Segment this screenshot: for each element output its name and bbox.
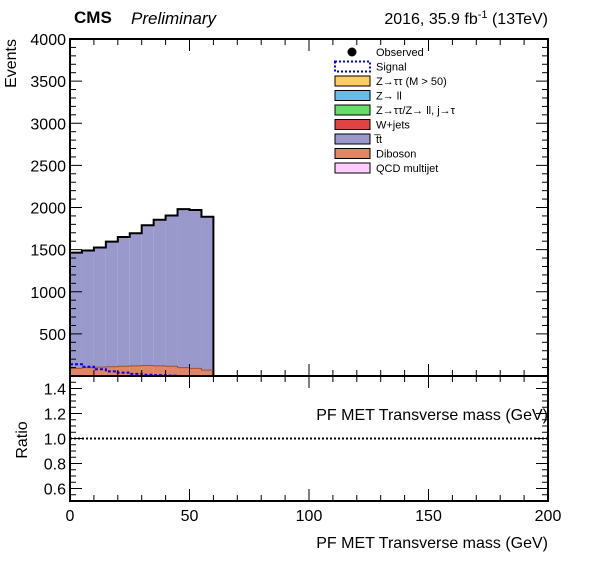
legend: Observed Signal Z→ττ (M > 50) Z→ ll Z→ττ/Z→ … (334, 47, 456, 175)
legend-label: Z→ττ/Z→ ll, j→τ (376, 105, 456, 117)
ratio-y-tick-label: 0.8 (44, 457, 66, 474)
ratio-annotation: PF MET Transverse mass (GeV) (316, 407, 548, 424)
bar-diboson-7 (153, 365, 166, 376)
bar-diboson-3 (105, 366, 118, 376)
ratio-y-label: Ratio (14, 421, 31, 458)
legend-swatch (334, 148, 371, 159)
legend-swatch (334, 162, 371, 174)
x-tick-label: 200 (535, 508, 562, 525)
legend-label: t̅t (373, 134, 382, 146)
ratio-y-axis: 0.6 0.8 1.0 1.2 1.4 (44, 382, 548, 499)
bar-ttbar-5 (129, 233, 142, 366)
ratio-y-tick-label: 0.6 (44, 482, 66, 499)
legend-label: Z→ ll (376, 91, 402, 103)
legend-label: Observed (376, 47, 424, 59)
upper-y-tick-label: 2000 (30, 201, 66, 218)
legend-label: W+jets (376, 120, 410, 132)
bar-ttbar-10 (189, 210, 202, 369)
lumi-sup: -1 (478, 9, 488, 21)
ratio-y-tick-label: 1.4 (44, 382, 66, 399)
legend-swatch (334, 104, 371, 116)
bar-diboson-8 (165, 366, 178, 376)
ratio-y-tick-label: 1.2 (44, 407, 66, 424)
bar-ttbar-3 (105, 241, 118, 367)
x-axis-label: PF MET Transverse mass (GeV) (316, 535, 548, 552)
ratio-y-tick-label: 1.0 (44, 432, 66, 449)
bar-diboson-9 (177, 367, 190, 376)
legend-marker-observed (347, 47, 357, 57)
bar-ttbar-8 (165, 215, 178, 367)
bar-diboson-4 (117, 366, 130, 376)
preliminary-label: Preliminary (131, 9, 218, 28)
bar-diboson-10 (189, 368, 202, 376)
legend-label: Signal (376, 62, 407, 74)
lumi-suffix: (13TeV) (488, 11, 548, 28)
bar-diboson-0 (70, 368, 82, 376)
legend-swatch (334, 133, 371, 145)
bar-diboson-11 (201, 370, 214, 376)
lumi-prefix: 2016, 35.9 fb (384, 11, 478, 28)
upper-y-tick-label: 3500 (30, 74, 66, 91)
bar-ttbar-1 (81, 250, 94, 368)
legend-swatch-signal (334, 60, 371, 73)
legend-label: QCD multijet (376, 163, 438, 175)
bar-ttbar-6 (141, 225, 154, 366)
legend-swatch (334, 75, 371, 87)
x-tick-label: 50 (181, 508, 199, 525)
legend-label: Z→ττ (M > 50) (376, 76, 447, 88)
upper-panel: 500 1000 1500 2000 2500 3000 3500 4000 Events O… (3, 32, 549, 377)
bar-ttbar-0 (70, 252, 82, 369)
bar-diboson-6 (141, 365, 154, 376)
x-tick-label: 0 (66, 508, 75, 525)
legend-swatch (334, 119, 371, 130)
ratio-x-axis: 0 50 100 150 200 (66, 376, 562, 525)
upper-y-tick-label: 1000 (30, 285, 66, 302)
signal-histogram (70, 363, 214, 377)
bar-diboson-2 (93, 367, 106, 376)
lower-panel: 0.6 0.8 1.0 1.2 1.4 0 50 100 150 200 PF MET Tran… (14, 375, 562, 552)
upper-y-tick-label: 2500 (30, 158, 66, 175)
bar-diboson-5 (129, 365, 142, 376)
bar-ttbar-2 (93, 247, 106, 368)
bar-diboson-1 (81, 367, 94, 376)
signal-line (70, 363, 214, 377)
luminosity-label: 2016, 35.9 fb-1 (13TeV) (384, 9, 548, 28)
bar-ttbar-4 (117, 236, 130, 367)
stack-outline (69, 208, 215, 376)
upper-y-tick-label: 500 (39, 327, 66, 344)
x-tick-label: 150 (415, 508, 442, 525)
legend-label: Diboson (376, 149, 416, 161)
upper-y-tick-label: 1500 (30, 243, 66, 260)
bar-ttbar-11 (201, 216, 214, 371)
x-tick-label: 100 (296, 508, 323, 525)
bar-ttbar-7 (153, 219, 166, 366)
lower-frame (69, 375, 549, 502)
upper-y-tick-label: 4000 (30, 32, 66, 49)
upper-y-tick-label: 3000 (30, 116, 66, 133)
stacked-histograms (69, 208, 215, 376)
upper-y-axis: 500 1000 1500 2000 2500 3000 3500 4000 (30, 32, 548, 369)
upper-y-label: Events (3, 39, 20, 88)
legend-swatch (334, 90, 371, 101)
bar-ttbar-9 (177, 209, 190, 368)
cms-label: CMS (74, 8, 112, 27)
